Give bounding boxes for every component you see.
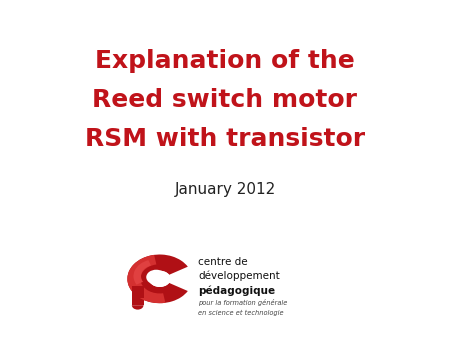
Text: pédagogique: pédagogique (198, 285, 275, 296)
Bar (132, 286, 144, 298)
Text: January 2012: January 2012 (175, 182, 275, 197)
Text: centre de: centre de (198, 257, 248, 267)
Circle shape (146, 270, 166, 285)
Bar (132, 282, 144, 305)
Text: Explanation of the: Explanation of the (95, 49, 355, 73)
Wedge shape (127, 255, 188, 303)
Text: RSM with transistor: RSM with transistor (85, 126, 365, 151)
Wedge shape (134, 260, 151, 285)
Text: développement: développement (198, 271, 280, 282)
Wedge shape (127, 255, 166, 303)
Text: pour la formation générale: pour la formation générale (198, 299, 288, 306)
Text: Reed switch motor: Reed switch motor (93, 88, 357, 112)
Text: en science et technologie: en science et technologie (198, 310, 284, 316)
Wedge shape (132, 305, 144, 310)
Circle shape (149, 271, 171, 287)
